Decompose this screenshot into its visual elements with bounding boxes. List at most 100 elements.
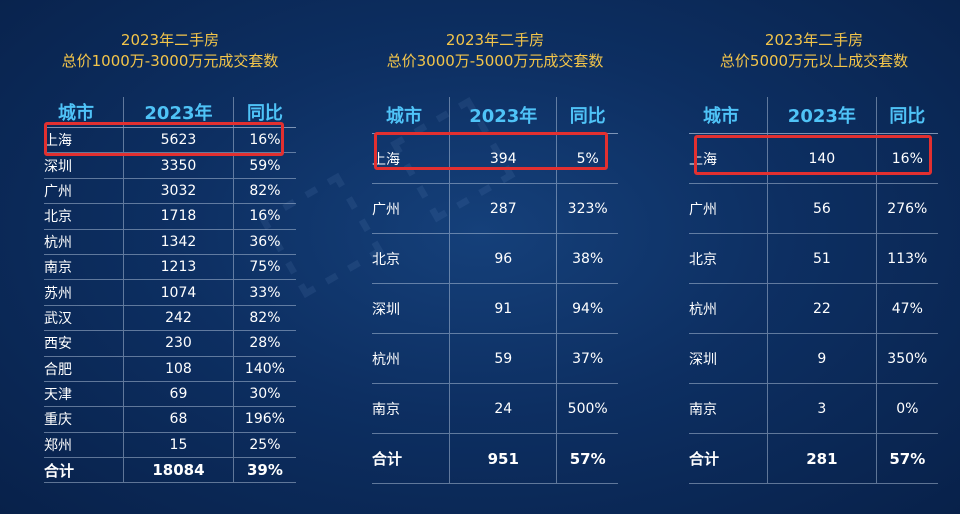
panel-1000-3000: 2023年二手房 总价1000万-3000万元成交套数: [40, 30, 300, 72]
count-cell: 287: [449, 183, 557, 234]
panel-title-line2: 总价1000万-3000万元成交套数: [61, 52, 279, 70]
count-cell: 1718: [123, 203, 234, 230]
table-row: 南京 24 500%: [372, 383, 618, 434]
count-cell: 59: [449, 333, 557, 384]
total-city-cell: 合计: [372, 433, 450, 484]
count-cell: 68: [123, 406, 234, 433]
header-year: 2023年: [123, 97, 234, 128]
table-row: 苏州 1074 33%: [44, 279, 296, 306]
count-cell: 15: [123, 432, 234, 459]
table-row: 广州 56 276%: [689, 183, 938, 234]
table-row: 广州 287 323%: [372, 183, 618, 234]
city-cell: 西安: [44, 330, 124, 357]
table-row: 合肥 108 140%: [44, 356, 296, 382]
yoy-cell: 37%: [556, 333, 618, 384]
city-cell: 合肥: [44, 356, 124, 382]
table-row: 广州 3032 82%: [44, 178, 296, 205]
city-cell: 深圳: [44, 152, 124, 179]
city-cell: 北京: [44, 203, 124, 230]
total-row: 合计 951 57%: [372, 433, 618, 484]
panel-title-line1: 2023年二手房: [120, 31, 220, 49]
table-row: 武汉 242 82%: [44, 305, 296, 332]
city-cell: 上海: [689, 133, 768, 184]
city-cell: 郑州: [44, 432, 124, 459]
table-row: 北京 96 38%: [372, 233, 618, 284]
table-row: 杭州 1342 36%: [44, 229, 296, 255]
yoy-cell: 59%: [232, 152, 296, 179]
count-cell: 1213: [123, 254, 234, 281]
yoy-cell: 350%: [875, 333, 938, 384]
table-header-row: 城市 2023年 同比: [44, 97, 296, 128]
city-cell: 南京: [44, 254, 124, 281]
total-row: 合计 281 57%: [689, 433, 938, 484]
city-cell: 深圳: [372, 283, 450, 334]
city-cell: 北京: [372, 233, 450, 284]
table-row: 上海 394 5%: [372, 133, 618, 184]
yoy-cell: 30%: [232, 381, 296, 408]
count-cell: 91: [449, 283, 557, 334]
table-row: 深圳 9 350%: [689, 333, 938, 384]
header-yoy: 同比: [875, 97, 938, 134]
city-cell: 上海: [372, 133, 450, 184]
table-body: 上海 394 5% 广州 287 323% 北京 96 38% 深圳 91 94% 杭州 59 37% 南京 2…: [372, 133, 618, 484]
table-row: 杭州 22 47%: [689, 283, 938, 334]
count-cell: 1074: [123, 279, 234, 306]
city-cell: 武汉: [44, 305, 124, 332]
count-cell: 3350: [123, 152, 234, 179]
yoy-cell: 94%: [556, 283, 618, 334]
yoy-cell: 82%: [232, 178, 296, 205]
table-5000-plus: 城市 2023年 同比 上海 140 16% 广州 56 276% 北京 51 113% 杭州 22…: [689, 97, 938, 484]
city-cell: 重庆: [44, 406, 124, 433]
table-row: 北京 51 113%: [689, 233, 938, 284]
city-cell: 广州: [372, 183, 450, 234]
header-yoy: 同比: [556, 97, 618, 134]
count-cell: 3: [767, 383, 877, 434]
city-cell: 广州: [689, 183, 768, 234]
total-city-cell: 合计: [44, 457, 124, 484]
count-cell: 9: [767, 333, 877, 384]
yoy-cell: 47%: [875, 283, 938, 334]
yoy-cell: 36%: [232, 229, 296, 255]
yoy-cell: 28%: [232, 330, 296, 357]
table-row: 深圳 3350 59%: [44, 152, 296, 179]
header-yoy: 同比: [232, 97, 296, 128]
yoy-cell: 140%: [232, 356, 296, 382]
table-body: 上海 5623 16% 深圳 3350 59% 广州 3032 82% 北京 1718 16% 杭州 13…: [44, 127, 296, 484]
panel-title-line2: 总价3000万-5000万元成交套数: [386, 52, 604, 70]
table-3000-5000: 城市 2023年 同比 上海 394 5% 广州 287 323% 北京 96 38% 深圳 91 9…: [372, 97, 618, 484]
table-row: 天津 69 30%: [44, 381, 296, 408]
table-row: 南京 3 0%: [689, 383, 938, 434]
count-cell: 140: [767, 133, 877, 184]
table-row: 南京 1213 75%: [44, 254, 296, 281]
city-cell: 天津: [44, 381, 124, 408]
yoy-cell: 16%: [232, 127, 296, 154]
yoy-cell: 196%: [232, 406, 296, 433]
count-cell: 242: [123, 305, 234, 332]
count-cell: 230: [123, 330, 234, 357]
total-count-cell: 281: [767, 433, 877, 484]
total-yoy-cell: 57%: [556, 433, 618, 484]
count-cell: 5623: [123, 127, 234, 154]
total-count-cell: 951: [449, 433, 557, 484]
city-cell: 苏州: [44, 279, 124, 306]
yoy-cell: 82%: [232, 305, 296, 332]
table-header-row: 城市 2023年 同比: [689, 97, 938, 134]
city-cell: 北京: [689, 233, 768, 284]
count-cell: 1342: [123, 229, 234, 255]
city-cell: 南京: [689, 383, 768, 434]
panel-3000-5000: 2023年二手房 总价3000万-5000万元成交套数: [365, 30, 625, 72]
count-cell: 69: [123, 381, 234, 408]
yoy-cell: 5%: [556, 133, 618, 184]
count-cell: 96: [449, 233, 557, 284]
panel-title-line1: 2023年二手房: [445, 31, 545, 49]
table-row: 深圳 91 94%: [372, 283, 618, 334]
header-city: 城市: [44, 97, 124, 128]
yoy-cell: 16%: [875, 133, 938, 184]
city-cell: 南京: [372, 383, 450, 434]
count-cell: 108: [123, 356, 234, 382]
total-count-cell: 18084: [123, 457, 234, 484]
total-city-cell: 合计: [689, 433, 768, 484]
table-row: 杭州 59 37%: [372, 333, 618, 384]
yoy-cell: 25%: [232, 432, 296, 459]
panel-title-line2: 总价5000万元以上成交套数: [719, 52, 909, 70]
